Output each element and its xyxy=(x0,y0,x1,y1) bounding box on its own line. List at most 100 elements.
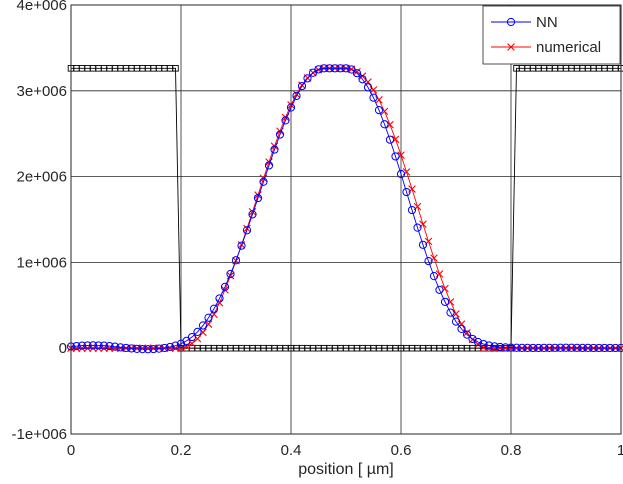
data-point xyxy=(303,74,312,83)
data-point xyxy=(292,91,301,101)
x-tick-label: 0.8 xyxy=(501,442,522,459)
data-point xyxy=(484,341,494,350)
data-point xyxy=(325,64,334,73)
data-point xyxy=(254,191,262,199)
data-point xyxy=(352,69,362,78)
data-point xyxy=(534,343,543,353)
data-point xyxy=(572,343,582,352)
data-point xyxy=(215,298,224,307)
data-point xyxy=(479,339,488,349)
data-point xyxy=(506,343,516,352)
data-point xyxy=(243,224,251,233)
data-point xyxy=(567,343,576,352)
data-point xyxy=(143,345,153,354)
data-point xyxy=(374,106,384,115)
data-point xyxy=(369,93,378,102)
data-point xyxy=(165,342,175,352)
y-tick-label: -1e+006 xyxy=(12,426,67,443)
data-point xyxy=(462,330,472,339)
data-point xyxy=(198,321,208,330)
data-point xyxy=(440,297,450,306)
x-axis-label: position [ µm] xyxy=(298,461,393,478)
data-point xyxy=(429,272,439,281)
legend-label: numerical xyxy=(536,39,601,56)
legend-marker xyxy=(506,17,516,27)
y-tick-label: 4e+006 xyxy=(17,0,67,14)
data-point xyxy=(446,308,455,317)
x-tick-label: 0 xyxy=(67,442,75,459)
data-point xyxy=(121,343,131,353)
data-point xyxy=(116,343,125,352)
data-point xyxy=(523,343,532,352)
data-point xyxy=(286,103,296,112)
data-point xyxy=(88,341,98,350)
data-point xyxy=(281,116,290,125)
data-point xyxy=(171,341,180,350)
data-point xyxy=(358,75,367,84)
data-point xyxy=(330,64,340,73)
data-point xyxy=(473,337,483,347)
legend-box xyxy=(482,5,621,65)
data-point xyxy=(209,304,219,313)
data-point xyxy=(556,343,565,352)
data-point xyxy=(204,313,213,322)
data-point xyxy=(160,343,169,353)
x-tick-label: 0.6 xyxy=(391,442,412,459)
data-point xyxy=(583,343,593,352)
data-point xyxy=(297,81,307,91)
data-point xyxy=(528,343,538,353)
data-point xyxy=(545,343,554,352)
data-point xyxy=(172,65,179,72)
data-point xyxy=(396,169,406,179)
data-point xyxy=(600,343,609,353)
data-point xyxy=(517,343,527,352)
plot-frame xyxy=(70,4,622,435)
data-point xyxy=(215,294,224,303)
data-point xyxy=(248,207,257,216)
data-point xyxy=(424,257,433,266)
data-point xyxy=(110,342,120,351)
data-point xyxy=(253,193,263,203)
data-point xyxy=(275,130,285,139)
series-layer xyxy=(66,64,623,354)
data-point xyxy=(363,83,373,92)
data-point xyxy=(336,64,345,73)
data-point xyxy=(341,64,351,73)
x-tick-label: 0.4 xyxy=(281,442,302,459)
data-point xyxy=(550,343,560,352)
data-point xyxy=(347,65,356,74)
data-point xyxy=(594,343,604,353)
series-NN xyxy=(66,64,623,354)
data-point xyxy=(495,342,505,352)
data-point xyxy=(380,120,389,129)
y-tick-label: 0 xyxy=(59,340,67,357)
data-point xyxy=(490,342,499,351)
data-point xyxy=(385,135,395,144)
data-point xyxy=(231,256,241,265)
data-point xyxy=(182,336,191,346)
data-point xyxy=(248,210,257,219)
data-point xyxy=(226,271,235,280)
data-point xyxy=(402,187,411,197)
plot-background xyxy=(71,5,621,434)
data-point xyxy=(413,223,422,232)
data-point xyxy=(561,343,571,352)
data-point xyxy=(611,343,620,353)
data-point xyxy=(605,343,615,353)
data-point xyxy=(407,205,417,215)
data-point xyxy=(391,152,400,161)
data-point xyxy=(127,344,136,353)
data-point xyxy=(578,343,587,352)
series-line xyxy=(71,67,621,349)
y-tick-label: 1e+006 xyxy=(17,254,67,271)
data-point xyxy=(457,324,466,333)
data-point xyxy=(512,343,521,352)
data-point xyxy=(451,317,461,326)
tick-labels: 0 0.2 0.4 0.6 0.8 1-1e+00601e+0062e+0063e+006… xyxy=(12,0,623,459)
data-point xyxy=(138,345,147,354)
data-point xyxy=(418,240,428,249)
data-point xyxy=(220,282,230,291)
data-point xyxy=(589,343,598,353)
data-point xyxy=(94,341,103,350)
data-point xyxy=(99,341,109,350)
